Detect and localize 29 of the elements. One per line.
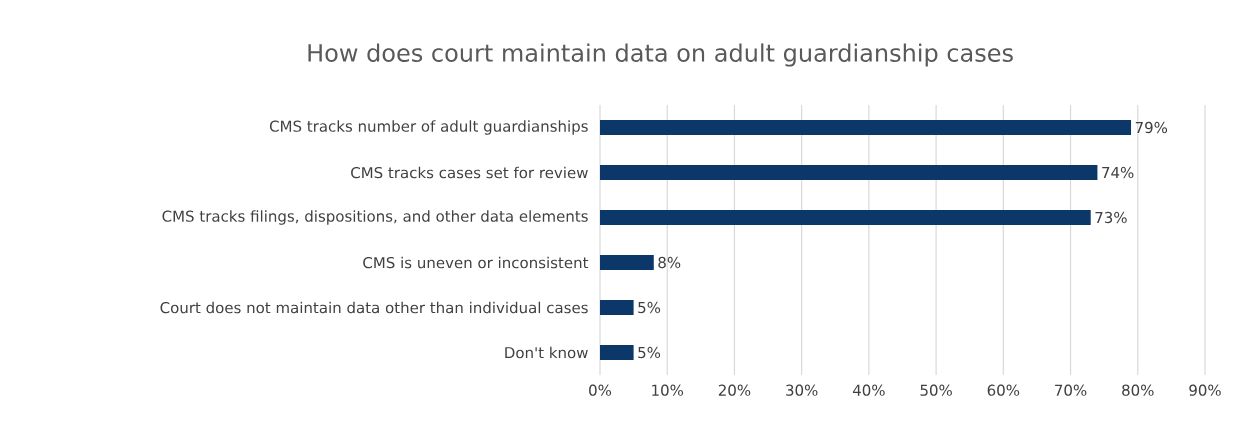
x-tick-label: 0%: [589, 384, 612, 396]
bar: [600, 164, 1098, 180]
y-tick-label: Don't know: [505, 346, 588, 359]
x-tick-label: 90%: [1189, 384, 1221, 396]
y-tick-label: CMS tracks filings, dispositions, and other data elements: [162, 210, 588, 225]
x-tick-label: 50%: [920, 384, 952, 396]
x-tick-label: 80%: [1122, 384, 1154, 396]
data-label: 5%: [638, 346, 661, 359]
bar: [600, 254, 654, 270]
y-tick-label: CMS tracks number of adult guardianships: [269, 120, 588, 135]
x-tick-label: 60%: [987, 384, 1020, 396]
bar: [600, 299, 634, 315]
y-tick-label: CMS is uneven or inconsistent: [363, 256, 589, 269]
bar: [600, 209, 1091, 225]
data-label: 73%: [1095, 211, 1127, 224]
x-tick-label: 40%: [852, 384, 885, 396]
data-label: 8%: [658, 256, 681, 269]
data-label: 74%: [1102, 166, 1134, 179]
x-tick-label: 30%: [786, 384, 818, 396]
bar: [600, 344, 634, 360]
data-label: 5%: [638, 301, 661, 314]
y-tick-label: CMS tracks cases set for review: [351, 166, 588, 179]
x-tick-label: 10%: [652, 384, 684, 396]
x-tick-label: 70%: [1055, 384, 1087, 396]
data-label: 79%: [1135, 121, 1168, 134]
x-tick-label: 20%: [718, 384, 751, 396]
y-tick-label: Court does not maintain data other than individual cases: [160, 301, 588, 314]
chart-title: How does court maintain data on adult guardianship cases: [308, 43, 1013, 67]
bar: [600, 120, 1132, 135]
